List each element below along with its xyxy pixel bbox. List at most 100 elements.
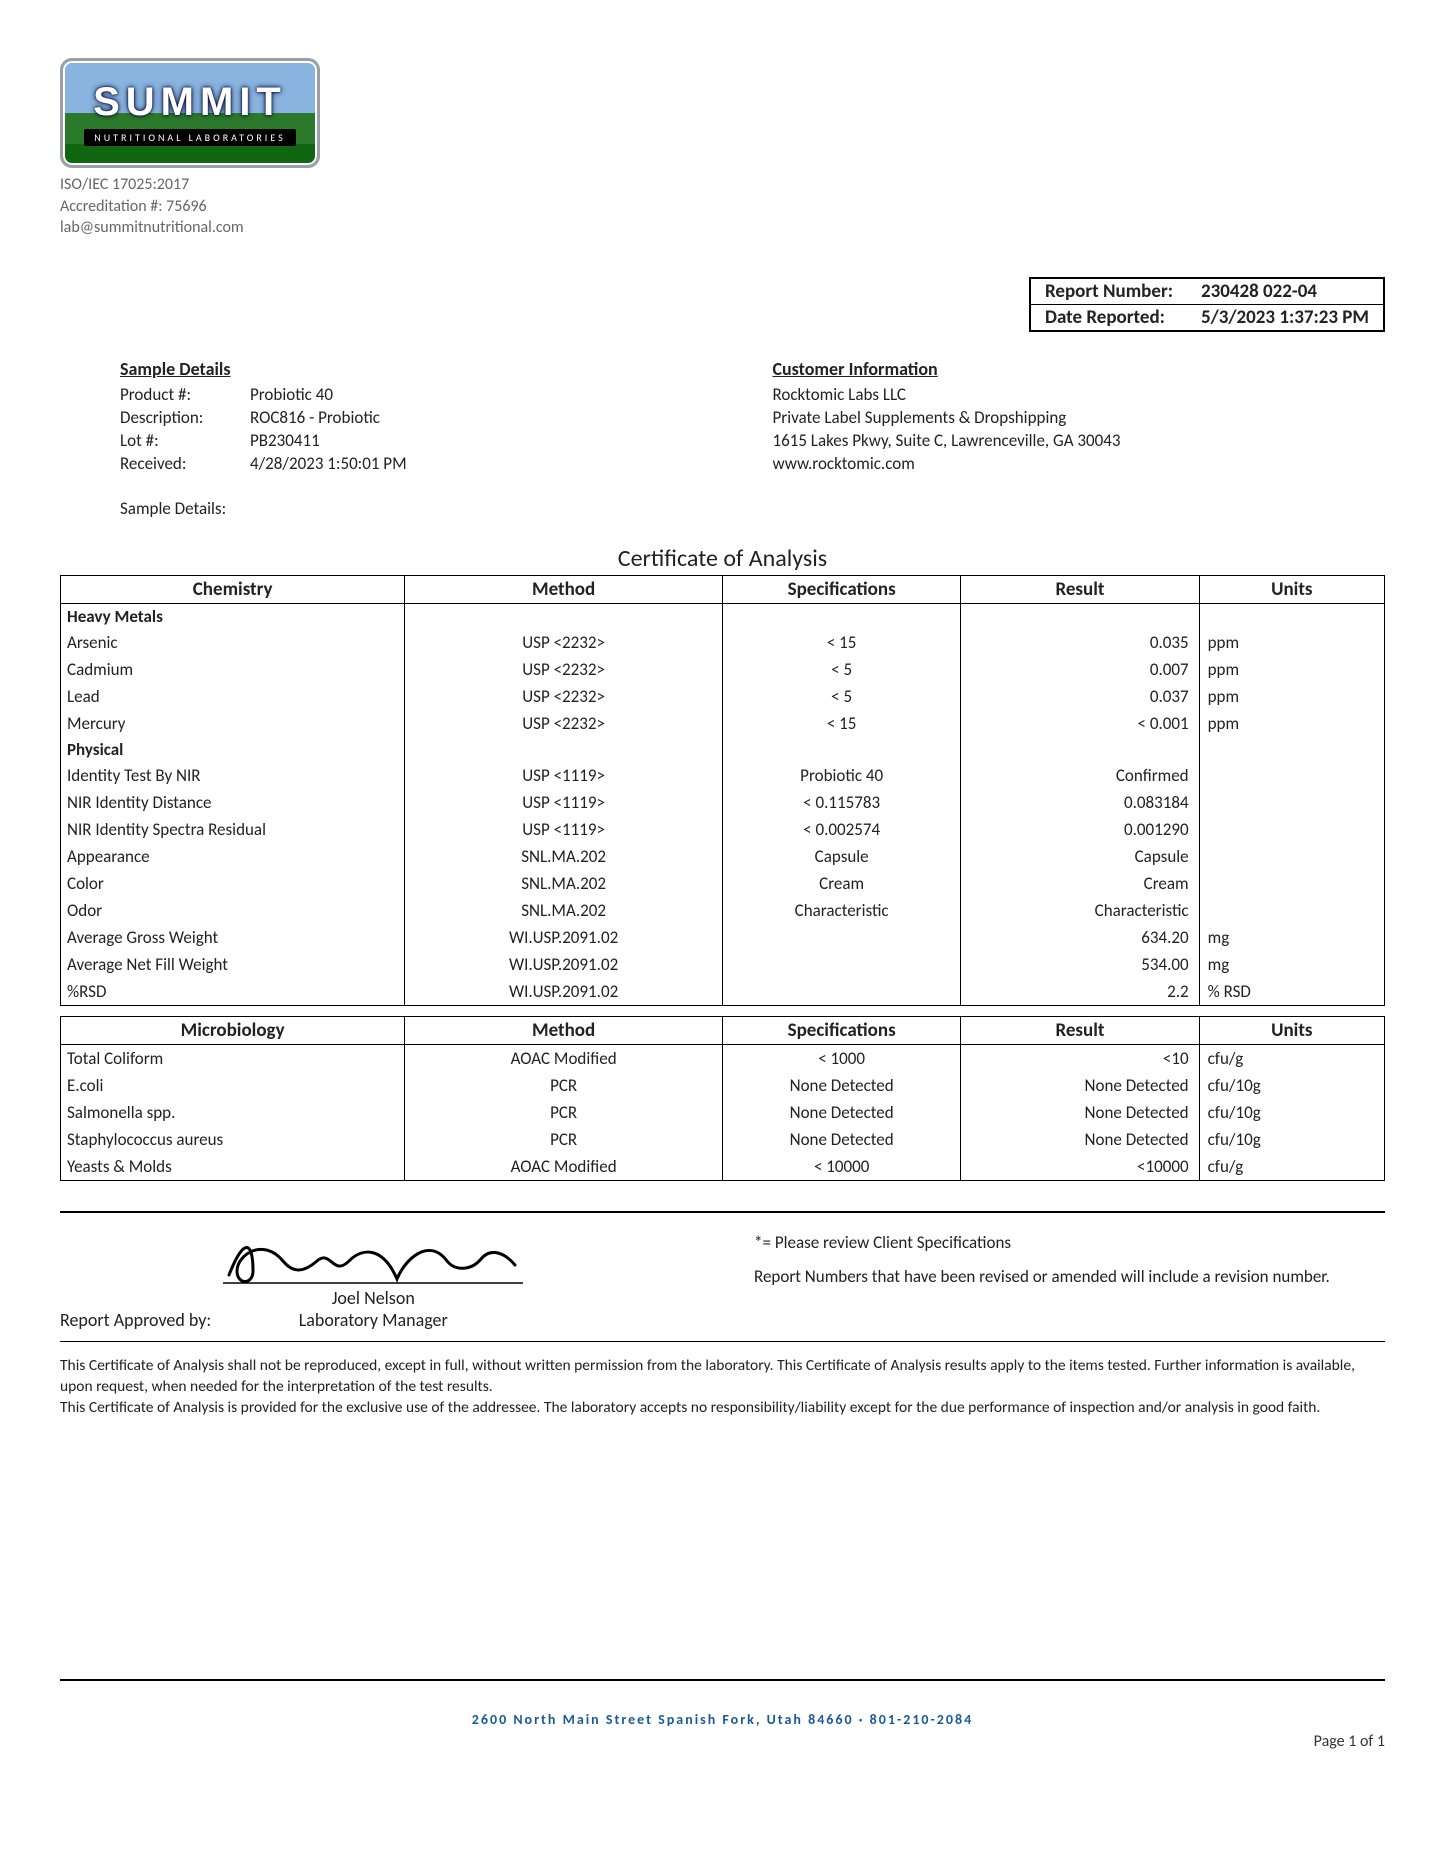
chem-name: Mercury <box>61 710 405 737</box>
chem-result: 2.2 <box>961 978 1199 1006</box>
company-logo: SUMMIT NUTRITIONAL LABORATORIES <box>60 58 320 168</box>
chem-spec <box>722 951 960 978</box>
chemistry-table: Chemistry Method Specifications Result U… <box>60 575 1385 1006</box>
page-number: Page 1 of 1 <box>60 1732 1385 1751</box>
accreditation-iso: ISO/IEC 17025:2017 <box>60 174 1385 196</box>
accreditation-block: ISO/IEC 17025:2017 Accreditation #: 7569… <box>60 174 1385 239</box>
chem-result: 0.035 <box>961 629 1199 656</box>
divider-thick-2 <box>60 1679 1385 1681</box>
customer-line4: www.rocktomic.com <box>773 453 1386 476</box>
chem-result: 0.007 <box>961 656 1199 683</box>
sample-details-extra-label: Sample Details: <box>120 498 226 519</box>
micro-method: AOAC Modified <box>405 1153 723 1181</box>
chem-spec <box>722 978 960 1006</box>
micro-spec: None Detected <box>722 1072 960 1099</box>
customer-line2: Private Label Supplements & Dropshipping <box>773 407 1386 430</box>
micro-method: PCR <box>405 1099 723 1126</box>
chem-result: 0.001290 <box>961 816 1199 843</box>
chem-method: SNL.MA.202 <box>405 897 723 924</box>
accreditation-number: Accreditation #: 75696 <box>60 196 1385 218</box>
chem-units <box>1199 897 1384 924</box>
signature-block: Joel Nelson Laboratory Manager <box>223 1231 523 1331</box>
chem-spec <box>722 924 960 951</box>
customer-line3: 1615 Lakes Pkwy, Suite C, Lawrenceville,… <box>773 430 1386 453</box>
chem-subhead: Physical <box>61 737 405 762</box>
customer-name: Rocktomic Labs LLC <box>773 384 1386 407</box>
th-units: Units <box>1199 576 1384 604</box>
received-label: Received: <box>120 453 250 476</box>
chem-name: Arsenic <box>61 629 405 656</box>
chem-units: ppm <box>1199 683 1384 710</box>
chem-method: USP <2232> <box>405 656 723 683</box>
chem-result: Confirmed <box>961 762 1199 789</box>
divider-thin <box>60 1341 1385 1342</box>
chem-name: Cadmium <box>61 656 405 683</box>
chem-spec: < 5 <box>722 683 960 710</box>
micro-spec: None Detected <box>722 1099 960 1126</box>
micro-name: Staphylococcus aureus <box>61 1126 405 1153</box>
logo-tagline: NUTRITIONAL LABORATORIES <box>84 129 295 146</box>
chem-spec: < 0.115783 <box>722 789 960 816</box>
micro-units: cfu/10g <box>1199 1072 1384 1099</box>
chem-spec: < 5 <box>722 656 960 683</box>
signer-title: Laboratory Manager <box>223 1309 523 1331</box>
chem-name: Lead <box>61 683 405 710</box>
micro-method: AOAC Modified <box>405 1045 723 1073</box>
chem-units <box>1199 816 1384 843</box>
approved-by-label: Report Approved by: <box>60 1309 211 1331</box>
chem-units <box>1199 762 1384 789</box>
report-info-box: Report Number: 230428 022-04 Date Report… <box>1029 277 1385 332</box>
chem-subhead: Heavy Metals <box>61 604 405 630</box>
chem-units: ppm <box>1199 710 1384 737</box>
chem-spec: < 15 <box>722 629 960 656</box>
chem-spec: Characteristic <box>722 897 960 924</box>
chem-method: SNL.MA.202 <box>405 843 723 870</box>
chem-spec: Capsule <box>722 843 960 870</box>
micro-name: Salmonella spp. <box>61 1099 405 1126</box>
micro-result: <10000 <box>961 1153 1199 1181</box>
micro-name: E.coli <box>61 1072 405 1099</box>
chem-result: < 0.001 <box>961 710 1199 737</box>
description-value: ROC816 - Probiotic <box>250 407 380 428</box>
divider-thick-1 <box>60 1211 1385 1213</box>
chem-method: USP <1119> <box>405 762 723 789</box>
chem-name: NIR Identity Distance <box>61 789 405 816</box>
chem-method: USP <2232> <box>405 629 723 656</box>
micro-units: cfu/g <box>1199 1045 1384 1073</box>
chem-result: 0.083184 <box>961 789 1199 816</box>
chem-spec: < 15 <box>722 710 960 737</box>
approval-note-1: *= Please review Client Specifications <box>754 1231 1385 1255</box>
report-number-label: Report Number: <box>1031 279 1187 305</box>
lot-label: Lot #: <box>120 430 250 453</box>
chem-method: SNL.MA.202 <box>405 870 723 897</box>
customer-info-heading: Customer Information <box>773 358 1386 380</box>
micro-result: None Detected <box>961 1072 1199 1099</box>
microbiology-table: Microbiology Method Specifications Resul… <box>60 1016 1385 1181</box>
chem-name: Color <box>61 870 405 897</box>
chem-name: Identity Test By NIR <box>61 762 405 789</box>
footer-address: 2600 North Main Street Spanish Fork, Uta… <box>60 1711 1385 1728</box>
chem-units: ppm <box>1199 629 1384 656</box>
chem-method: WI.USP.2091.02 <box>405 924 723 951</box>
chem-method: USP <1119> <box>405 816 723 843</box>
product-label: Product #: <box>120 384 250 407</box>
chem-result: 534.00 <box>961 951 1199 978</box>
coa-title: Certificate of Analysis <box>60 544 1385 573</box>
th-microbiology: Microbiology <box>61 1017 405 1045</box>
chem-method: USP <2232> <box>405 710 723 737</box>
micro-units: cfu/10g <box>1199 1099 1384 1126</box>
chem-name: Average Gross Weight <box>61 924 405 951</box>
received-value: 4/28/2023 1:50:01 PM <box>250 453 407 474</box>
th-units-2: Units <box>1199 1017 1384 1045</box>
approval-note-2: Report Numbers that have been revised or… <box>754 1265 1385 1289</box>
chem-units: % RSD <box>1199 978 1384 1006</box>
micro-result: None Detected <box>961 1099 1199 1126</box>
chem-units: ppm <box>1199 656 1384 683</box>
chem-units: mg <box>1199 951 1384 978</box>
micro-method: PCR <box>405 1072 723 1099</box>
chem-units: mg <box>1199 924 1384 951</box>
accreditation-email: lab@summitnutritional.com <box>60 217 1385 239</box>
report-number-value: 230428 022-04 <box>1187 279 1383 305</box>
chem-result: Capsule <box>961 843 1199 870</box>
chem-units <box>1199 789 1384 816</box>
